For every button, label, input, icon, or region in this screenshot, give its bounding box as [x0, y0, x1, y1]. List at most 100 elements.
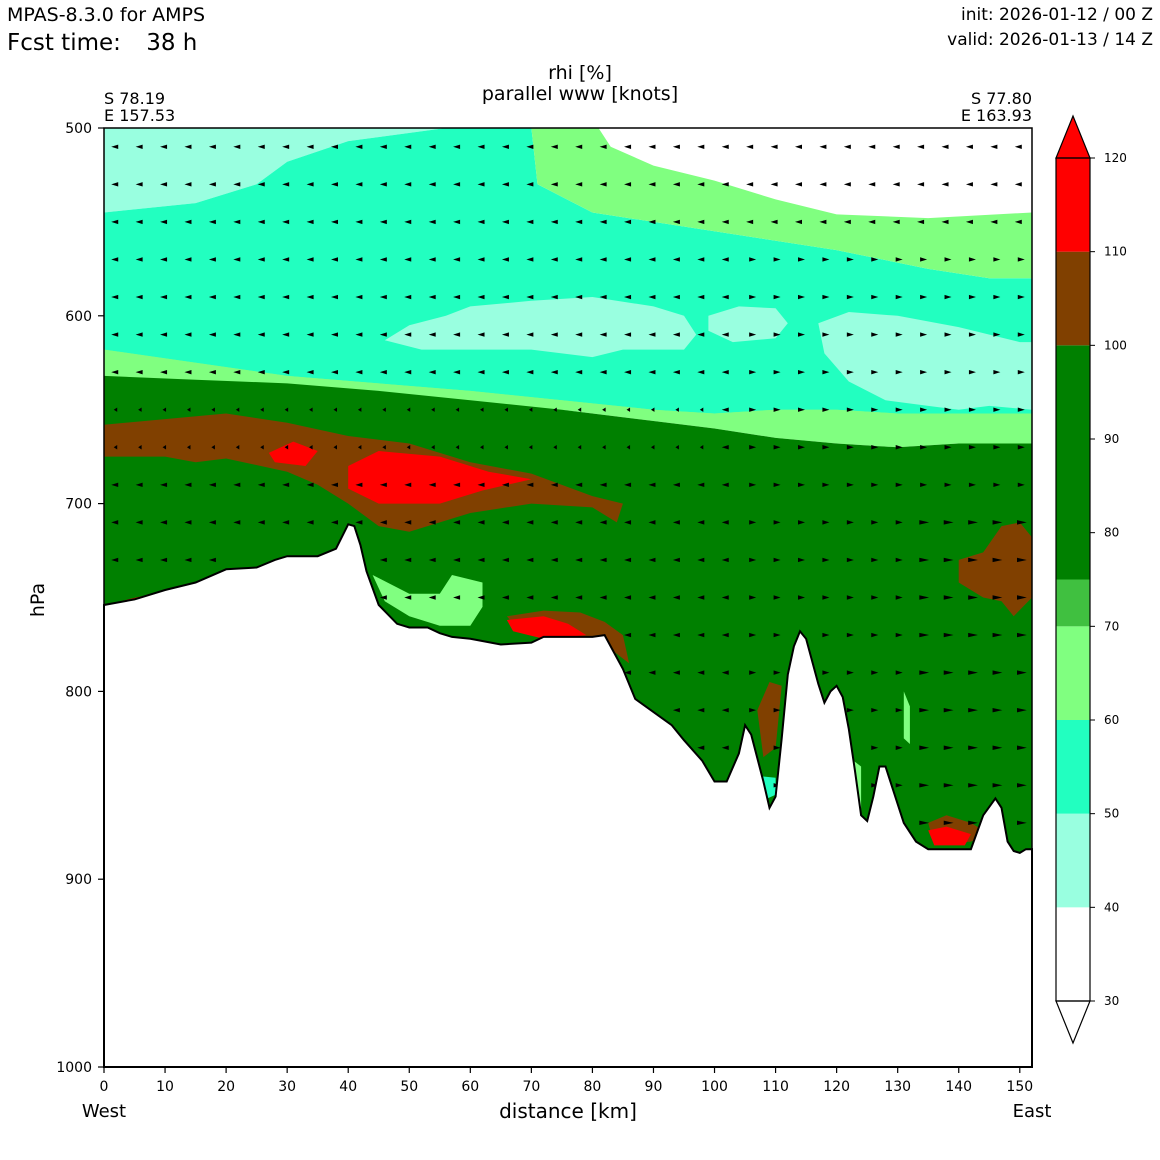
wind-arrow	[721, 595, 729, 600]
x-tick-label: 10	[156, 1079, 174, 1095]
wind-arrow	[944, 445, 952, 450]
wind-arrow	[798, 407, 805, 412]
wind-arrow	[968, 407, 976, 412]
wind-arrow	[235, 445, 240, 450]
wind-arrow	[160, 257, 168, 262]
wind-arrow	[672, 632, 680, 638]
wind-arrow	[355, 520, 363, 525]
wind-arrow	[208, 182, 216, 187]
right-lat-label: S 77.80	[971, 89, 1032, 108]
wind-arrow	[113, 445, 118, 450]
wind-arrow	[599, 482, 607, 488]
wind-arrow	[992, 707, 1003, 713]
wind-arrow	[257, 219, 265, 225]
wind-arrow	[257, 369, 265, 375]
x-tick-label: 60	[461, 1079, 479, 1095]
wind-arrow	[746, 219, 754, 225]
wind-arrow	[648, 369, 656, 375]
colorbar-tick-label: 40	[1104, 900, 1119, 914]
wind-arrow	[919, 670, 930, 675]
wind-arrow	[575, 332, 583, 337]
wind-arrow	[404, 369, 412, 375]
wind-arrow	[992, 520, 1003, 525]
fcst-value: 38 h	[146, 30, 198, 56]
wind-arrow	[697, 257, 705, 262]
wind-arrows	[111, 144, 1027, 826]
wind-arrow	[919, 745, 930, 750]
wind-arrow	[111, 182, 119, 187]
wind-arrow	[990, 219, 998, 225]
wind-arrow	[920, 445, 928, 450]
wind-arrow	[575, 257, 583, 262]
wind-arrow	[357, 407, 362, 412]
wind-arrow	[968, 332, 976, 337]
wind-arrow	[306, 369, 314, 375]
wind-arrow	[846, 557, 854, 563]
wind-arrow	[211, 407, 215, 412]
wind-arrow	[749, 445, 757, 450]
wind-arrow	[919, 520, 930, 525]
fcst-label: Fcst time:	[7, 30, 121, 56]
wind-arrow	[235, 407, 240, 412]
wind-arrow	[331, 182, 338, 187]
wind-arrow	[749, 332, 757, 337]
wind-arrow	[672, 182, 680, 187]
fcst-time: Fcst time: 38 h	[7, 30, 197, 56]
wind-arrow	[306, 219, 314, 225]
wind-arrow	[773, 332, 781, 337]
wind-arrow	[770, 144, 778, 149]
wind-arrow	[282, 520, 290, 525]
wind-arrow	[526, 182, 534, 187]
wind-arrow	[672, 557, 680, 563]
wind-arrow	[306, 182, 314, 187]
y-tick-label: 1000	[56, 1060, 92, 1076]
wind-arrow	[697, 595, 705, 600]
wind-arrow	[1016, 520, 1027, 525]
wind-arrow	[871, 294, 879, 300]
wind-arrow	[721, 219, 729, 225]
wind-arrow	[648, 632, 656, 638]
wind-arrow	[453, 332, 461, 337]
wind-arrow	[919, 820, 930, 826]
wind-arrow	[306, 482, 314, 488]
wind-arrow	[871, 707, 879, 713]
wind-arrow	[233, 294, 241, 300]
wind-arrow	[575, 520, 583, 525]
rhi-region-10	[268, 441, 318, 466]
wind-arrow	[184, 182, 192, 187]
wind-arrow	[895, 332, 903, 337]
wind-arrow	[968, 670, 978, 675]
wind-arrow	[599, 144, 607, 149]
wind-arrow	[917, 144, 925, 149]
wind-arrow	[379, 257, 387, 262]
wind-arrow	[749, 520, 757, 525]
wind-arrow	[184, 294, 192, 300]
x-tick-label: 90	[645, 1079, 663, 1095]
wind-arrow	[501, 257, 509, 262]
wind-arrow	[309, 407, 313, 412]
wind-arrow	[968, 783, 978, 788]
wind-arrow	[577, 407, 582, 412]
wind-arrow	[822, 595, 830, 600]
wind-arrow	[282, 182, 290, 187]
wind-arrow	[111, 332, 119, 337]
wind-arrow	[697, 557, 705, 563]
wind-arrow	[624, 632, 632, 638]
wind-arrow	[943, 783, 954, 788]
rhi-region-21	[928, 826, 971, 846]
west-label: West	[82, 1101, 126, 1122]
wind-arrow	[282, 257, 290, 262]
wind-arrow	[138, 445, 142, 450]
wind-arrow	[477, 219, 485, 225]
wind-arrow	[111, 144, 119, 149]
wind-arrow	[843, 182, 851, 187]
wind-arrow	[892, 144, 900, 149]
wind-arrow	[624, 257, 632, 262]
wind-arrow	[624, 557, 632, 563]
wind-arrow	[504, 445, 508, 450]
wind-arrow	[746, 182, 754, 187]
wind-arrow	[895, 595, 903, 600]
wind-arrow	[822, 482, 830, 488]
wind-arrow	[453, 520, 461, 525]
wind-arrow	[968, 445, 976, 450]
